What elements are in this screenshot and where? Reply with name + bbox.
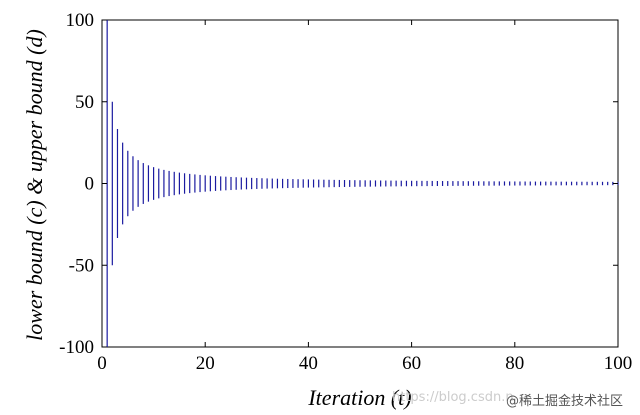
y-tick-label-50: 50 bbox=[75, 92, 94, 113]
x-tick-label-60: 60 bbox=[402, 353, 421, 374]
axis-tick-labels: 0 20 40 60 80 100 100 50 0 -50 -100 bbox=[59, 10, 632, 374]
x-tick-label-40: 40 bbox=[299, 353, 318, 374]
x-tick-label-0: 0 bbox=[97, 353, 107, 374]
y-tick-label-100: 100 bbox=[66, 10, 95, 31]
x-tick-label-100: 100 bbox=[604, 353, 633, 374]
y-tick-label--50: -50 bbox=[69, 255, 94, 276]
x-tick-label-20: 20 bbox=[196, 353, 215, 374]
y-tick-label--100: -100 bbox=[59, 337, 94, 358]
axis-ticks bbox=[101, 19, 619, 348]
watermark-community: @稀土掘金技术社区 bbox=[506, 394, 624, 409]
data-series-bars bbox=[106, 20, 619, 347]
y-tick-label-0: 0 bbox=[85, 174, 95, 195]
y-axis-label: lower bound (c) & upper bound (d) bbox=[22, 29, 47, 341]
x-axis-label: Iteration (t) bbox=[307, 385, 411, 410]
x-tick-label-80: 80 bbox=[505, 353, 524, 374]
watermark-url: https://blog.csdn.n bbox=[392, 390, 514, 405]
